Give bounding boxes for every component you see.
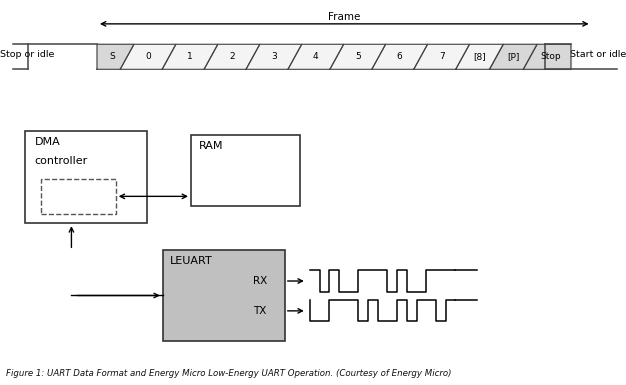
Text: Stop or idle: Stop or idle [0,50,54,59]
Polygon shape [414,44,470,69]
Text: controller: controller [34,156,88,166]
Text: 5: 5 [355,52,361,61]
Text: RAM: RAM [198,141,223,151]
Text: 2: 2 [229,52,235,61]
Polygon shape [330,44,386,69]
Polygon shape [120,44,176,69]
Bar [25,131,147,223]
Bar [191,135,300,206]
Text: 1: 1 [187,52,193,61]
Text: [P]: [P] [507,52,520,61]
Polygon shape [490,44,537,69]
Text: 6: 6 [397,52,403,61]
Polygon shape [456,44,503,69]
Text: S: S [109,52,115,61]
Bar [163,250,285,341]
Text: Frame: Frame [328,12,361,22]
Text: Start or idle: Start or idle [570,50,626,59]
Text: DMA: DMA [34,137,60,147]
Polygon shape [288,44,344,69]
Text: 4: 4 [313,52,319,61]
Text: [8]: [8] [473,52,486,61]
Text: 7: 7 [439,52,444,61]
Text: 3: 3 [271,52,277,61]
Text: Stop: Stop [540,52,561,61]
Text: 0: 0 [145,52,151,61]
Text: RX: RX [253,276,267,286]
Polygon shape [372,44,428,69]
Polygon shape [204,44,260,69]
Text: TX: TX [253,306,267,316]
Polygon shape [162,44,218,69]
Text: Figure 1: UART Data Format and Energy Micro Low-Energy UART Operation. (Courtesy: Figure 1: UART Data Format and Energy Mi… [6,369,452,378]
Polygon shape [246,44,302,69]
Text: LEUART: LEUART [170,256,213,266]
Polygon shape [97,44,134,69]
Polygon shape [523,44,571,69]
Bar [41,179,116,214]
